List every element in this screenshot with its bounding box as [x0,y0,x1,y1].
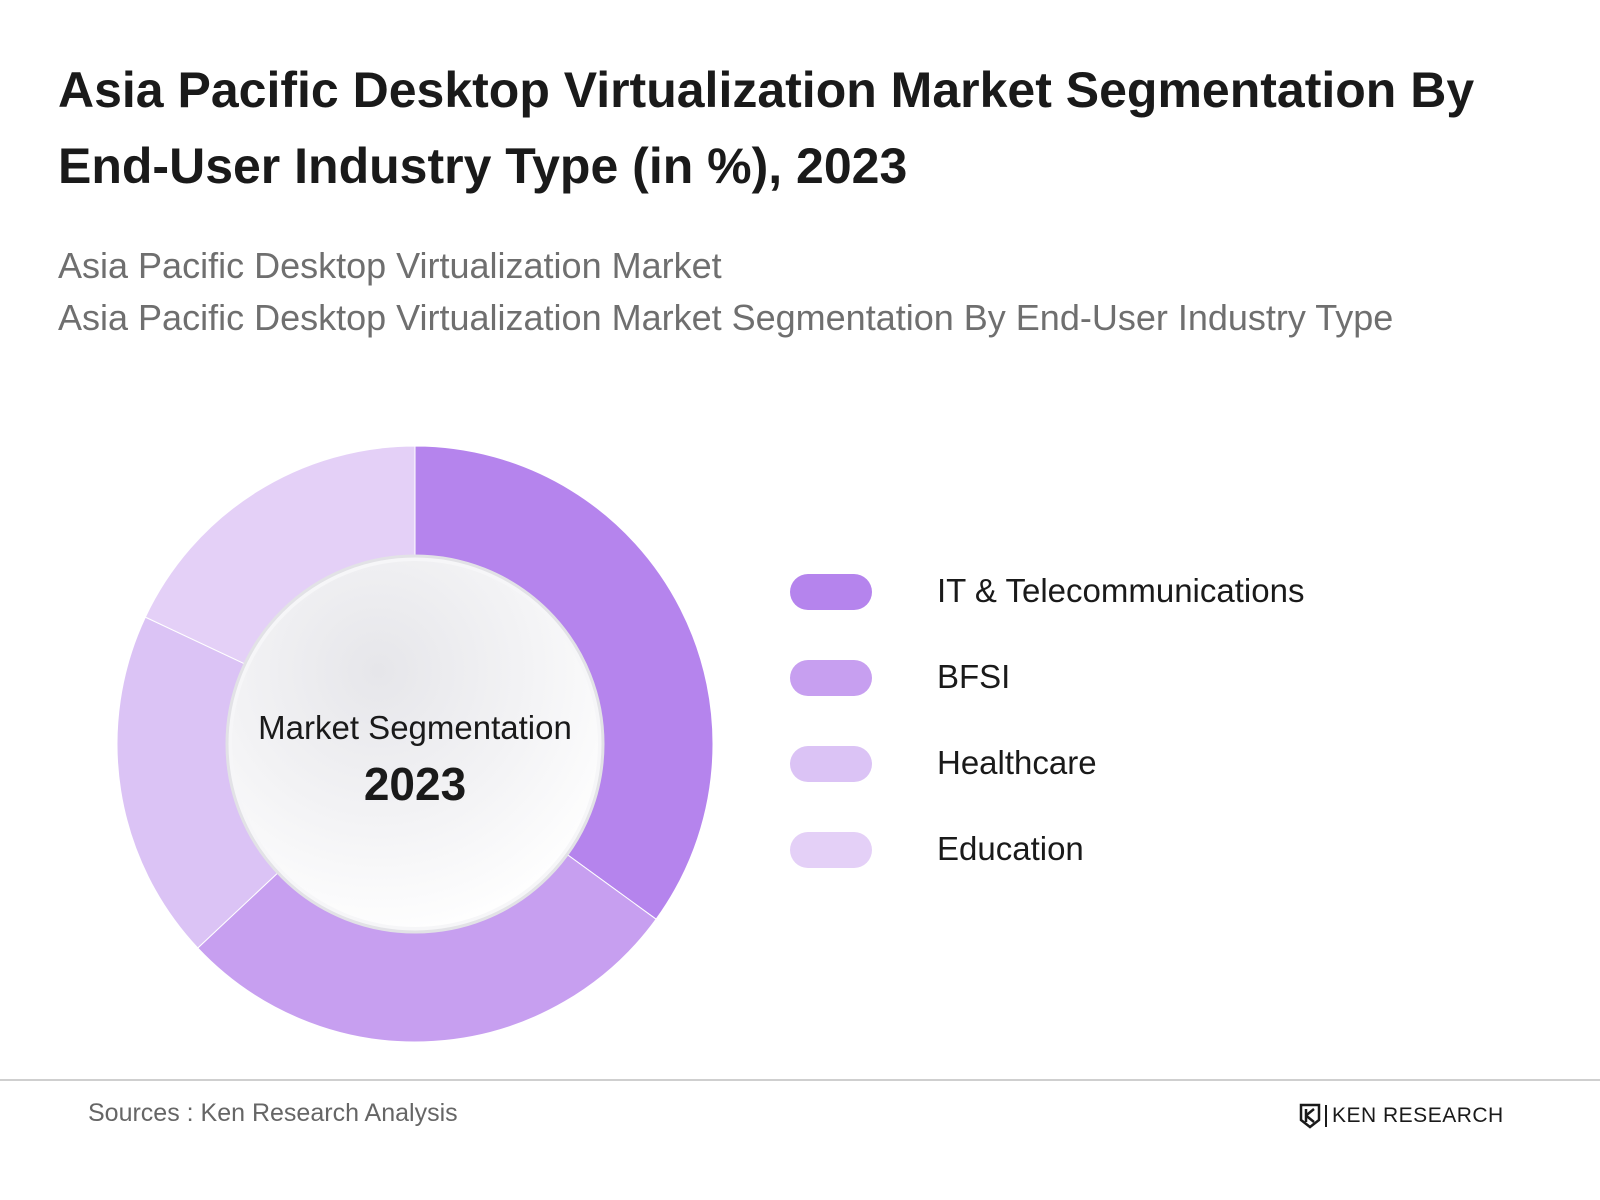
legend-swatch-bfsi [790,660,872,696]
ken-research-k-icon [1299,1103,1321,1129]
legend-label-bfsi: BFSI [937,658,1011,695]
legend-label-education: Education [937,830,1084,867]
donut-center-label: Market Segmentation [258,709,572,746]
legend-swatch-education [790,832,872,868]
legend-label-it-telecommunications: IT & Telecommunications [937,572,1305,609]
chart-title: Asia Pacific Desktop Virtualization Mark… [58,62,1475,194]
legend-swatch-healthcare [790,746,872,782]
donut-slices [116,445,714,1043]
donut-center-disc [232,561,598,927]
legend-swatch-it-telecommunications [790,574,872,610]
legend-item: IT & Telecommunications [790,560,1490,646]
footer-divider [0,1079,1600,1081]
chart-legend: IT & Telecommunications BFSI Healthcare … [790,560,1490,904]
subtitle-line-2: Asia Pacific Desktop Virtualization Mark… [58,297,1394,338]
donut-chart: Market Segmentation 2023 [116,445,714,1043]
logo-text: KEN RESEARCH [1332,1104,1504,1127]
subtitle-line-1: Asia Pacific Desktop Virtualization Mark… [58,245,722,286]
chart-subtitle: Asia Pacific Desktop Virtualization Mark… [58,240,1438,344]
logo-separator [1325,1105,1327,1127]
source-note: Sources : Ken Research Analysis [88,1099,458,1127]
ken-research-logo: KEN RESEARCH [1299,1100,1504,1132]
donut-center-year: 2023 [364,758,466,810]
legend-item: Healthcare [790,732,1490,818]
legend-item: Education [790,818,1490,904]
legend-item: BFSI [790,646,1490,732]
legend-label-healthcare: Healthcare [937,744,1097,781]
